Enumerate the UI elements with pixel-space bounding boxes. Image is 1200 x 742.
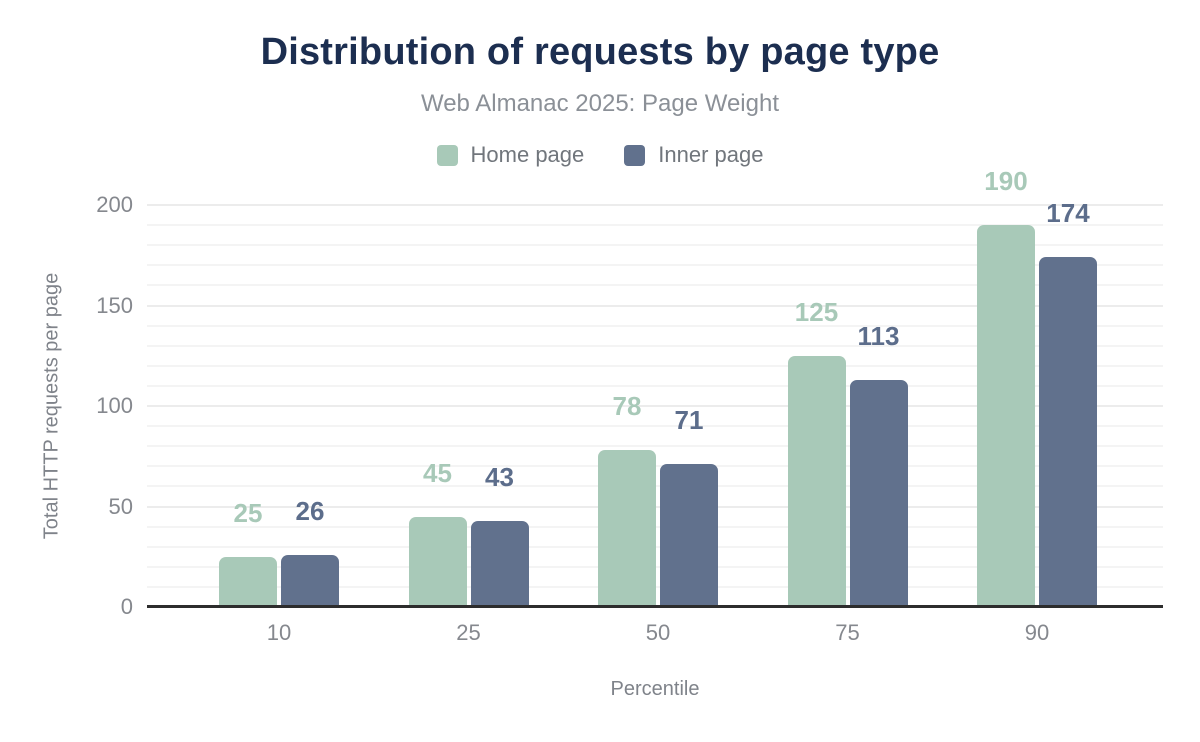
bar-group-p25: 45 43 25	[408, 460, 529, 645]
chart-subtitle: Web Almanac 2025: Page Weight	[420, 90, 779, 117]
inner-page-value-label: 26	[295, 495, 325, 526]
home-page-bar[interactable]: 190	[977, 168, 1035, 607]
home-page-value-label: 125	[794, 296, 839, 327]
plot-area: 0 50 100 150 200 25 26 10 45 43 25 78 71 50 125 113 75 19…	[96, 168, 1163, 645]
inner-page-bar[interactable]: 113	[849, 323, 908, 607]
x-tick-label: 10	[266, 620, 292, 645]
gridline	[147, 425, 1163, 428]
y-axis-title: Total HTTP requests per page	[40, 272, 63, 540]
legend-item-inner-page[interactable]: Inner page	[624, 142, 763, 168]
inner-page-value-label: 71	[674, 405, 704, 436]
x-tick-label: 90	[1024, 620, 1050, 645]
bar-group-p50: 78 71 50	[598, 393, 718, 645]
inner-page-bar[interactable]: 43	[470, 464, 529, 607]
legend-item-home-page[interactable]: Home page	[436, 142, 585, 168]
gridline	[147, 405, 1163, 407]
gridline	[147, 384, 1163, 387]
gridline	[147, 445, 1163, 448]
gridline	[147, 264, 1163, 267]
gridline	[147, 224, 1163, 227]
x-tick-label: 25	[456, 620, 481, 645]
legend-label-inner-page: Inner page	[658, 142, 764, 167]
home-page-value-label: 190	[984, 166, 1028, 197]
home-page-bar[interactable]: 45	[408, 460, 467, 607]
inner-page-bar[interactable]: 26	[281, 498, 339, 607]
y-tick-label: 100	[96, 393, 133, 418]
bar-group-p10: 25 26 10	[219, 498, 339, 645]
y-tick-label: 50	[108, 493, 133, 519]
y-tick-label: 200	[96, 192, 133, 217]
home-page-bar[interactable]: 25	[219, 500, 277, 607]
home-page-bar[interactable]: 125	[787, 299, 846, 607]
bar-group-p90: 190 174 90	[977, 168, 1097, 645]
gridline	[147, 244, 1163, 247]
legend: Home page Inner page	[0, 142, 1200, 168]
home-page-swatch-icon	[436, 144, 458, 166]
inner-page-value-label: 113	[857, 320, 900, 351]
gridline	[147, 304, 1163, 307]
gridline	[147, 324, 1163, 327]
gridline	[147, 284, 1163, 287]
legend-label-home-page: Home page	[470, 142, 585, 167]
inner-page-bar[interactable]: 174	[1039, 200, 1097, 607]
y-tick-label: 150	[96, 292, 133, 318]
inner-page-value-label: 174	[1046, 198, 1090, 229]
x-tick-label: 75	[835, 620, 860, 645]
gridline	[147, 364, 1163, 367]
y-tick-label: 0	[120, 594, 133, 619]
x-axis-line	[147, 605, 1163, 608]
chart-title: Distribution of requests by page type	[260, 31, 940, 73]
home-page-bar[interactable]: 78	[598, 393, 656, 607]
home-page-value-label: 78	[612, 391, 642, 422]
inner-page-bar[interactable]: 71	[660, 407, 718, 607]
inner-page-value-label: 43	[485, 461, 514, 492]
gridline	[147, 204, 1163, 206]
inner-page-swatch-icon	[624, 144, 646, 166]
bar-group-p75: 125 113 75	[787, 299, 908, 645]
home-page-value-label: 45	[423, 457, 452, 488]
gridline	[147, 344, 1163, 347]
x-tick-label: 50	[645, 620, 671, 645]
x-axis-title: Percentile	[610, 678, 700, 700]
home-page-value-label: 25	[233, 497, 263, 528]
